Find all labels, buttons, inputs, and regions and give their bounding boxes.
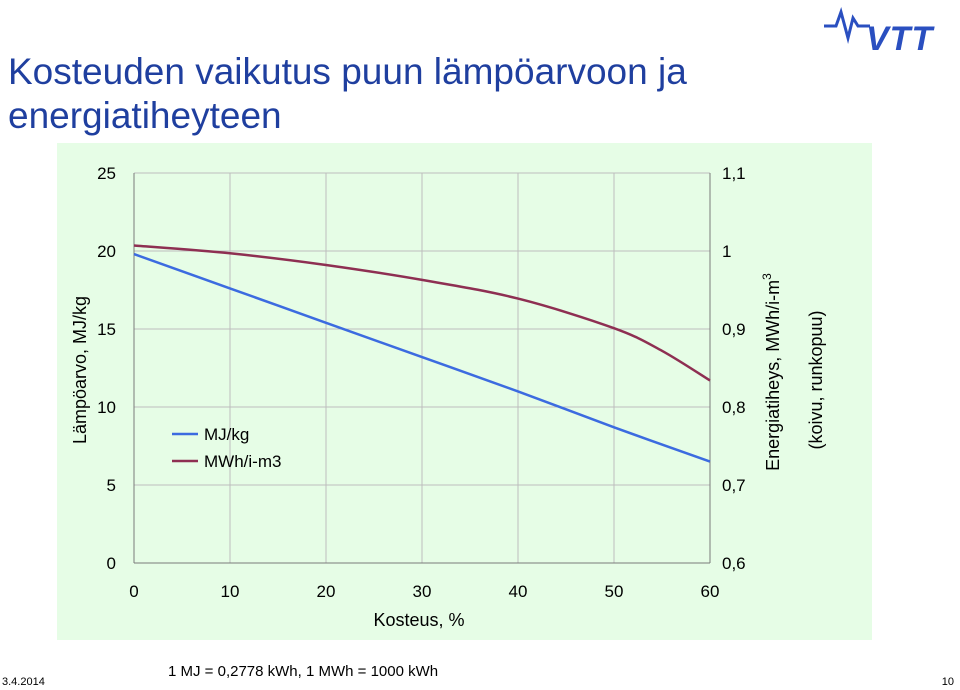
y-left-tick-label: 20 — [97, 242, 116, 261]
x-tick-label: 10 — [221, 582, 240, 601]
y-right-tick-label: 0,8 — [722, 398, 746, 417]
series-line-mwh — [133, 244, 711, 382]
y-right-label-main: Energiatiheys, MWh/i-m — [763, 280, 783, 471]
y-axis-left-label: Lämpöarvo, MJ/kg — [70, 296, 90, 444]
x-axis-label: Kosteus, % — [373, 610, 464, 630]
grid-lines — [134, 172, 710, 563]
y-left-tick-label: 10 — [97, 398, 116, 417]
y-right-tick-label: 0,9 — [722, 320, 746, 339]
y-axis-right-sublabel: (koivu, runkopuu) — [806, 310, 826, 449]
plot-background — [57, 143, 872, 640]
y-right-tick-label: 0,7 — [722, 476, 746, 495]
x-tick-label: 40 — [509, 582, 528, 601]
legend: MJ/kg MWh/i-m3 — [172, 425, 281, 471]
legend-label-mwh: MWh/i-m3 — [204, 452, 281, 471]
y-left-tick-label: 5 — [107, 476, 116, 495]
series-line-mj — [133, 252, 711, 463]
y-right-tick-label: 1 — [722, 242, 731, 261]
y-right-tick-label: 1,1 — [722, 164, 746, 183]
slide-title: Kosteuden vaikutus puun lämpöarvoon ja e… — [8, 50, 808, 138]
title-line-1: Kosteuden vaikutus puun lämpöarvoon ja — [8, 51, 687, 92]
y-right-label-sup: 3 — [760, 273, 774, 280]
x-tick-label: 0 — [129, 582, 138, 601]
footer-date: 3.4.2014 — [2, 676, 45, 688]
y-right-tick-label: 0,6 — [722, 554, 746, 573]
y-axis-right-label: Energiatiheys, MWh/i-m3 — [760, 273, 783, 471]
y-left-tick-label: 25 — [97, 164, 116, 183]
footer-unit-note: 1 MJ = 0,2778 kWh, 1 MWh = 1000 kWh — [168, 663, 439, 680]
y-left-tick-label: 15 — [97, 320, 116, 339]
x-tick-label: 30 — [413, 582, 432, 601]
title-line-2: energiatiheyteen — [8, 95, 282, 136]
x-tick-label: 50 — [605, 582, 624, 601]
y-left-tick-label: 0 — [107, 554, 116, 573]
vtt-logo: VTT — [824, 6, 935, 54]
logo-pulse-icon — [824, 6, 870, 44]
page-number: 10 — [941, 676, 954, 688]
x-tick-label: 20 — [317, 582, 336, 601]
logo-text: VTT — [866, 20, 935, 54]
x-tick-label: 60 — [701, 582, 720, 601]
legend-label-mj: MJ/kg — [204, 425, 249, 444]
